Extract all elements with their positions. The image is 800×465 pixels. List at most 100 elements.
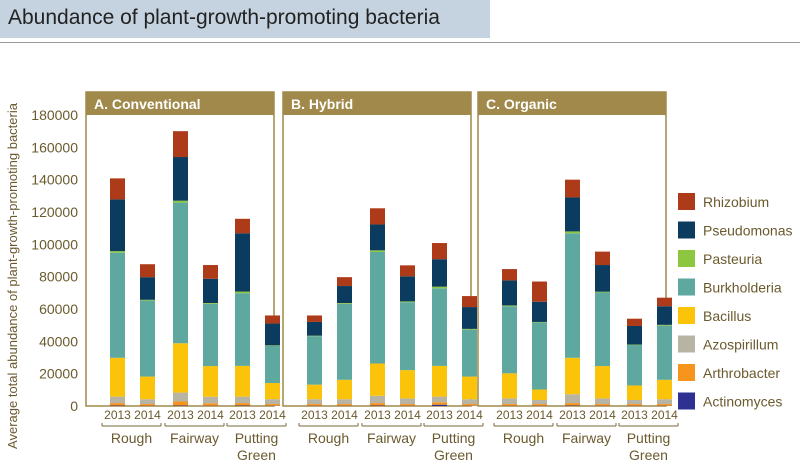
bar-segment-arthrobacter bbox=[432, 402, 447, 405]
bar-segment-pseudomonas bbox=[595, 265, 610, 292]
bar-segment-arthrobacter bbox=[173, 401, 188, 406]
bar-segment-burkholderia bbox=[532, 322, 547, 390]
bar-segment-arthrobacter bbox=[370, 403, 385, 406]
x-tick-year: 2014 bbox=[331, 408, 358, 422]
bar-segment-azospirillum bbox=[462, 399, 477, 405]
bar-segment-rhizobium bbox=[400, 265, 415, 277]
legend-swatch bbox=[678, 278, 695, 296]
x-group-label: Rough bbox=[111, 430, 152, 446]
bar-segment-azospirillum bbox=[265, 399, 280, 405]
y-tick-label: 80000 bbox=[39, 269, 78, 285]
x-tick-year: 2013 bbox=[426, 408, 453, 422]
bar-segment-burkholderia bbox=[265, 345, 280, 384]
bar-segment-azospirillum bbox=[140, 399, 155, 405]
bar-segment-arthrobacter bbox=[337, 404, 352, 406]
bar-segment-azospirillum bbox=[532, 400, 547, 405]
bar-segment-azospirillum bbox=[657, 399, 672, 405]
x-group-label: Green bbox=[237, 447, 276, 463]
bar-segment-pasteuria bbox=[565, 231, 580, 234]
bar-segment-azospirillum bbox=[400, 398, 415, 405]
bar-segment-burkholderia bbox=[140, 300, 155, 377]
y-tick-label: 160000 bbox=[31, 139, 78, 155]
y-tick-label: 20000 bbox=[39, 366, 78, 382]
bar-segment-pseudomonas bbox=[502, 280, 517, 306]
bar-segment-bacillus bbox=[110, 357, 125, 397]
legend-label: Bacillus bbox=[703, 308, 751, 324]
bar-segment-rhizobium bbox=[370, 208, 385, 225]
bar-segment-arthrobacter bbox=[657, 404, 672, 406]
bar-segment-arthrobacter bbox=[235, 403, 250, 406]
bar-segment-pseudomonas bbox=[307, 321, 322, 336]
bar-segment-pseudomonas bbox=[370, 224, 385, 251]
bar-segment-pasteuria bbox=[235, 291, 250, 294]
bar-segment-bacillus bbox=[400, 370, 415, 399]
x-group-label: Green bbox=[629, 447, 668, 463]
bar-segment-pseudomonas bbox=[565, 197, 580, 232]
y-tick-label: 140000 bbox=[31, 172, 78, 188]
y-tick-label: 120000 bbox=[31, 204, 78, 220]
bar-segment-pasteuria bbox=[432, 286, 447, 289]
bar-segment-bacillus bbox=[627, 385, 642, 401]
bar-segment-burkholderia bbox=[307, 336, 322, 385]
bar-segment-rhizobium bbox=[565, 179, 580, 198]
x-tick-year: 2014 bbox=[526, 408, 553, 422]
bar-segment-azospirillum bbox=[173, 392, 188, 402]
bar-segment-burkholderia bbox=[627, 345, 642, 386]
bar-segment-burkholderia bbox=[203, 303, 218, 367]
x-tick-year: 2014 bbox=[197, 408, 224, 422]
bar-segment-azospirillum bbox=[565, 394, 580, 404]
bar-segment-pasteuria bbox=[370, 250, 385, 252]
bar-segment-rhizobium bbox=[462, 296, 477, 308]
panel-title: B. Hybrid bbox=[291, 96, 353, 112]
bar-segment-rhizobium bbox=[595, 251, 610, 266]
x-group-label: Putting bbox=[627, 430, 671, 446]
bar-segment-pasteuria bbox=[337, 303, 352, 304]
bar-segment-pasteuria bbox=[110, 251, 125, 253]
bar-segment-rhizobium bbox=[140, 264, 155, 278]
bar-segment-bacillus bbox=[565, 357, 580, 395]
bar-segment-azospirillum bbox=[627, 400, 642, 405]
bar-segment-burkholderia bbox=[657, 325, 672, 380]
bar-segment-arthrobacter bbox=[203, 403, 218, 406]
bar-segment-burkholderia bbox=[337, 303, 352, 380]
legend-label: Rhizobium bbox=[703, 194, 769, 210]
bar-segment-azospirillum bbox=[235, 396, 250, 404]
panel-title: C. Organic bbox=[486, 96, 557, 112]
bar-segment-rhizobium bbox=[502, 269, 517, 281]
bar-segment-azospirillum bbox=[502, 398, 517, 405]
bar-segment-pasteuria bbox=[173, 200, 188, 203]
panel-header bbox=[478, 92, 666, 115]
bar-segment-azospirillum bbox=[432, 396, 447, 403]
bar-segment-burkholderia bbox=[370, 251, 385, 364]
bar-segment-burkholderia bbox=[235, 293, 250, 366]
bar-segment-rhizobium bbox=[265, 315, 280, 324]
bar-segment-pasteuria bbox=[657, 324, 672, 326]
bar-segment-bacillus bbox=[203, 366, 218, 397]
bar-segment-azospirillum bbox=[110, 396, 125, 404]
bar-segment-bacillus bbox=[595, 366, 610, 399]
bar-segment-burkholderia bbox=[565, 233, 580, 358]
bar-segment-pseudomonas bbox=[400, 276, 415, 302]
bar-segment-arthrobacter bbox=[462, 404, 477, 406]
bar-segment-arthrobacter bbox=[565, 403, 580, 406]
bar-segment-bacillus bbox=[502, 373, 517, 399]
x-tick-year: 2013 bbox=[559, 408, 586, 422]
x-tick-year: 2013 bbox=[364, 408, 391, 422]
bar-segment-pseudomonas bbox=[627, 325, 642, 345]
y-tick-label: 0 bbox=[70, 398, 78, 414]
bar-segment-rhizobium bbox=[432, 243, 447, 260]
bar-segment-rhizobium bbox=[203, 265, 218, 279]
bar-segment-arthrobacter bbox=[400, 404, 415, 406]
bar-segment-pasteuria bbox=[595, 291, 610, 293]
bar-segment-burkholderia bbox=[432, 288, 447, 366]
bar-segment-pseudomonas bbox=[337, 286, 352, 304]
legend-label: Azospirillum bbox=[703, 337, 778, 353]
bar-segment-rhizobium bbox=[307, 315, 322, 322]
title-bar: Abundance of plant-growth-promoting bact… bbox=[0, 0, 490, 38]
legend-label: Arthrobacter bbox=[703, 365, 780, 381]
legend-swatch bbox=[678, 193, 695, 210]
x-group-label: Putting bbox=[235, 430, 279, 446]
bar-segment-burkholderia bbox=[400, 302, 415, 371]
y-tick-label: 100000 bbox=[31, 236, 78, 252]
bar-segment-pseudomonas bbox=[173, 157, 188, 201]
